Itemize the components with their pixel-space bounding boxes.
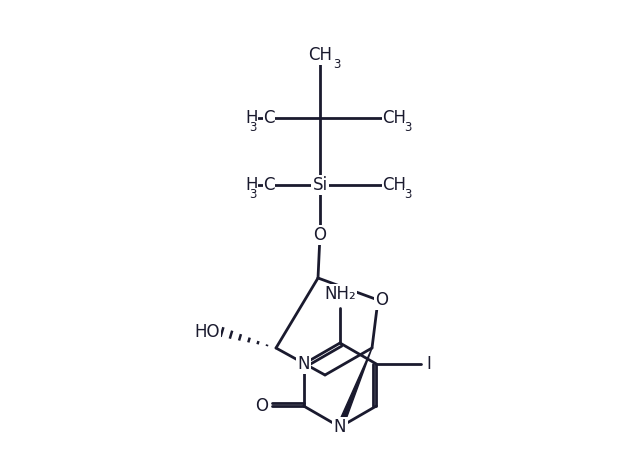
Text: 3: 3 — [250, 121, 257, 134]
Polygon shape — [337, 348, 372, 428]
Text: C: C — [263, 109, 275, 127]
Text: CH: CH — [382, 176, 406, 194]
Text: N: N — [298, 355, 310, 373]
Text: HO: HO — [195, 323, 220, 341]
Text: Si: Si — [312, 176, 328, 194]
Text: 3: 3 — [404, 188, 412, 201]
Text: 3: 3 — [404, 121, 412, 134]
Text: NH₂: NH₂ — [324, 285, 356, 303]
Text: CH: CH — [308, 46, 332, 64]
Text: O: O — [314, 226, 326, 244]
Text: I: I — [426, 355, 431, 373]
Text: O: O — [376, 291, 388, 309]
Text: O: O — [255, 397, 268, 415]
Text: N: N — [333, 418, 346, 436]
Text: 3: 3 — [333, 58, 340, 71]
Text: C: C — [263, 176, 275, 194]
Text: 3: 3 — [250, 188, 257, 201]
Text: H: H — [246, 176, 258, 194]
Text: H: H — [246, 109, 258, 127]
Text: CH: CH — [382, 109, 406, 127]
